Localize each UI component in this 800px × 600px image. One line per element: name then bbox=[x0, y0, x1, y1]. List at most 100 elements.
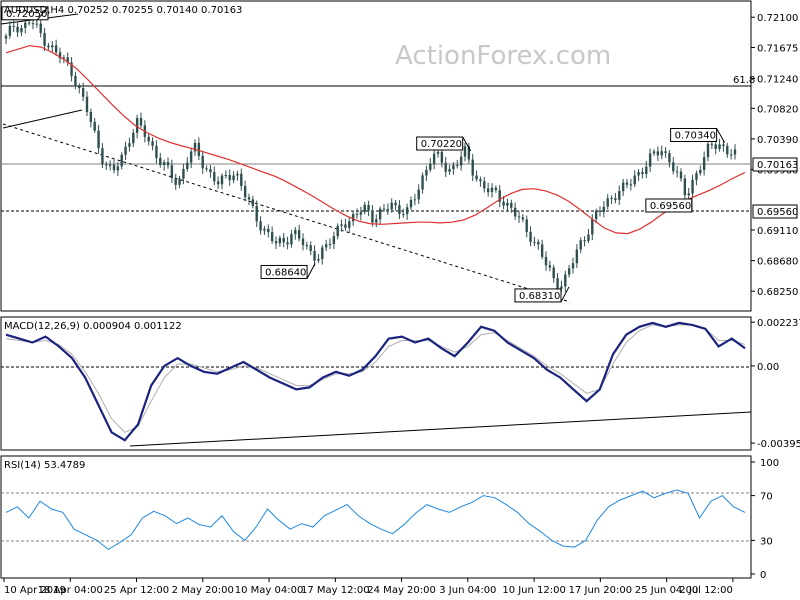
annotation-box bbox=[670, 127, 718, 142]
candle-body bbox=[151, 141, 154, 146]
candle-body bbox=[251, 199, 255, 207]
candle-body bbox=[691, 179, 694, 194]
candle-body bbox=[20, 27, 23, 33]
candle-body bbox=[193, 142, 197, 152]
candle-body bbox=[718, 144, 721, 149]
candle-body bbox=[475, 175, 478, 180]
candle-body bbox=[378, 208, 382, 220]
candle-body bbox=[278, 237, 282, 244]
x-tick-label: 2 Jul 12:00 bbox=[679, 585, 733, 596]
candle-body bbox=[351, 213, 355, 222]
rsi-tick-label: 70 bbox=[760, 492, 773, 503]
candle-body bbox=[510, 202, 513, 208]
macd-tick-label: -0.00395 bbox=[757, 439, 800, 450]
candle-body bbox=[209, 169, 212, 173]
candle-body bbox=[405, 207, 409, 215]
candle-body bbox=[672, 162, 675, 172]
candle-body bbox=[625, 182, 629, 185]
candle-body bbox=[513, 207, 517, 217]
candle-body bbox=[120, 154, 123, 167]
x-tick-label: 17 May 12:00 bbox=[301, 585, 370, 596]
candle-body bbox=[74, 75, 77, 87]
annotation-box bbox=[514, 288, 562, 303]
candle-body bbox=[463, 146, 467, 157]
rsi-y-axis: 100 70 30 0 bbox=[751, 458, 779, 581]
candle-body bbox=[583, 240, 586, 242]
candle-body bbox=[197, 142, 201, 156]
candle-body bbox=[224, 175, 228, 177]
candle-body bbox=[417, 189, 420, 200]
candle-body bbox=[452, 165, 455, 170]
candle-body bbox=[348, 221, 351, 228]
candle-body bbox=[587, 234, 590, 241]
current-price-tag-box bbox=[752, 157, 798, 172]
candle-body bbox=[132, 132, 135, 144]
candle-body bbox=[81, 88, 85, 97]
candle-body bbox=[390, 202, 393, 210]
candle-body bbox=[598, 210, 602, 212]
candle-body bbox=[629, 184, 633, 186]
candle-body bbox=[529, 231, 532, 242]
candle-body bbox=[444, 162, 447, 172]
candle-body bbox=[205, 168, 208, 170]
candle-body bbox=[679, 171, 683, 179]
candle-body bbox=[425, 169, 428, 176]
annotation-label: 0.69560 bbox=[650, 201, 691, 212]
candle-body bbox=[436, 151, 440, 154]
candle-body bbox=[614, 198, 617, 200]
rsi-panel-frame bbox=[0, 455, 752, 579]
annotation-label: 0.72050 bbox=[6, 9, 47, 20]
candle-body bbox=[255, 206, 258, 222]
candle-body bbox=[641, 171, 644, 175]
candle-body bbox=[301, 238, 305, 246]
candle-body bbox=[324, 244, 328, 248]
candle-body bbox=[571, 263, 575, 269]
candle-body bbox=[282, 237, 285, 243]
macd-signal-line bbox=[5, 324, 746, 433]
candle-body bbox=[533, 241, 536, 243]
candle-body bbox=[139, 118, 143, 126]
candle-body bbox=[394, 202, 397, 206]
candle-body bbox=[178, 178, 181, 185]
candle-body bbox=[159, 157, 162, 165]
candle-body bbox=[517, 216, 521, 218]
candle-body bbox=[398, 205, 401, 215]
candle-body bbox=[336, 225, 339, 237]
candle-body bbox=[4, 35, 8, 39]
candle-body bbox=[16, 26, 19, 33]
annotation-box bbox=[260, 264, 308, 279]
candle-body bbox=[687, 193, 690, 196]
candle-body bbox=[695, 173, 698, 180]
candle-body bbox=[459, 156, 463, 166]
candle-body bbox=[128, 143, 131, 147]
macd-tick-label: 0.00 bbox=[757, 362, 779, 373]
moving-average-line bbox=[5, 45, 746, 235]
x-tick-label: 3 Jun 04:00 bbox=[439, 585, 496, 596]
candle-body bbox=[66, 57, 69, 63]
candle-body bbox=[259, 221, 262, 231]
rsi-tick-label: 0 bbox=[760, 570, 766, 581]
candle-body bbox=[189, 151, 193, 163]
annotation-box bbox=[416, 136, 464, 151]
candle-body bbox=[47, 45, 50, 48]
candle-body bbox=[594, 210, 598, 220]
candle-body bbox=[294, 230, 297, 235]
candle-body bbox=[544, 256, 548, 266]
candle-body bbox=[124, 146, 127, 155]
candle-body bbox=[648, 153, 652, 167]
candle-body bbox=[305, 245, 309, 247]
support-tag: 0.69560 bbox=[757, 207, 798, 218]
x-tick-label: 24 May 20:00 bbox=[367, 585, 436, 596]
candle-body bbox=[70, 62, 73, 76]
candle-body bbox=[201, 155, 204, 169]
price-title: AUDUSD,H4 0.70252 0.70255 0.70140 0.7016… bbox=[4, 5, 242, 16]
x-tick-label: 18 Apr 04:00 bbox=[38, 585, 103, 596]
candle-body bbox=[97, 130, 100, 149]
macd-trendline bbox=[129, 411, 752, 447]
candle-body bbox=[267, 228, 270, 233]
candle-body bbox=[220, 175, 224, 185]
candle-body bbox=[371, 210, 374, 223]
candle-body bbox=[618, 191, 621, 200]
annotation-label: 0.70340 bbox=[675, 130, 716, 141]
